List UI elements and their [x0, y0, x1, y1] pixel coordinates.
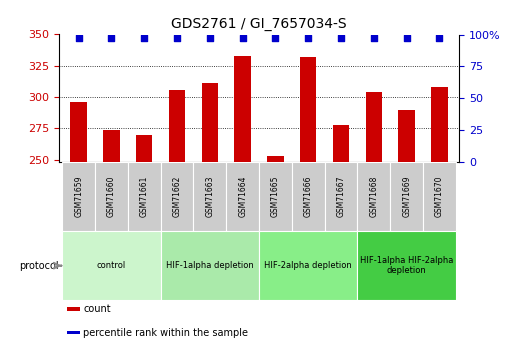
Bar [399, 110, 415, 162]
Text: GSM71663: GSM71663 [205, 176, 214, 217]
Bar [234, 56, 251, 162]
Point [74, 36, 83, 41]
Bar [226, 162, 259, 231]
Bar [70, 102, 87, 162]
Bar [169, 90, 185, 162]
Text: GSM71666: GSM71666 [304, 176, 313, 217]
Text: HIF-1alpha depletion: HIF-1alpha depletion [166, 261, 254, 270]
Bar [62, 162, 95, 231]
Bar [259, 231, 358, 300]
Point [436, 36, 444, 41]
Bar [161, 162, 193, 231]
Bar [300, 57, 317, 162]
Point [107, 36, 115, 41]
Text: GSM71659: GSM71659 [74, 176, 83, 217]
Point [239, 36, 247, 41]
Bar [333, 125, 349, 162]
Bar [67, 331, 80, 334]
Text: GSM71664: GSM71664 [238, 176, 247, 217]
Bar [358, 162, 390, 231]
Bar [431, 87, 448, 162]
Bar [128, 162, 161, 231]
Bar [358, 231, 456, 300]
Bar [136, 135, 152, 162]
Text: percentile rank within the sample: percentile rank within the sample [83, 328, 248, 337]
Bar [202, 83, 218, 162]
Point [403, 36, 411, 41]
Bar [292, 162, 325, 231]
Bar [366, 92, 382, 162]
Text: HIF-2alpha depletion: HIF-2alpha depletion [264, 261, 352, 270]
Text: GSM71669: GSM71669 [402, 176, 411, 217]
Text: HIF-1alpha HIF-2alpha
depletion: HIF-1alpha HIF-2alpha depletion [360, 256, 453, 275]
Point [140, 36, 148, 41]
Text: GSM71668: GSM71668 [369, 176, 379, 217]
Text: count: count [83, 304, 111, 314]
Bar [95, 162, 128, 231]
Text: control: control [97, 261, 126, 270]
Bar [390, 162, 423, 231]
Point [337, 36, 345, 41]
Text: GSM71670: GSM71670 [435, 176, 444, 217]
Bar [423, 162, 456, 231]
Bar [67, 307, 80, 311]
Bar [161, 231, 259, 300]
Bar [62, 231, 161, 300]
Text: GSM71667: GSM71667 [337, 176, 346, 217]
Bar [267, 156, 284, 162]
Text: GSM71660: GSM71660 [107, 176, 116, 217]
Text: GSM71661: GSM71661 [140, 176, 149, 217]
Bar [259, 162, 292, 231]
Bar [193, 162, 226, 231]
Point [173, 36, 181, 41]
Title: GDS2761 / GI_7657034-S: GDS2761 / GI_7657034-S [171, 17, 347, 31]
Point [206, 36, 214, 41]
Point [370, 36, 378, 41]
Bar [103, 130, 120, 162]
Bar [325, 162, 358, 231]
Point [304, 36, 312, 41]
Text: GSM71665: GSM71665 [271, 176, 280, 217]
Point [271, 36, 280, 41]
Text: protocol: protocol [18, 261, 58, 270]
Text: GSM71662: GSM71662 [172, 176, 182, 217]
